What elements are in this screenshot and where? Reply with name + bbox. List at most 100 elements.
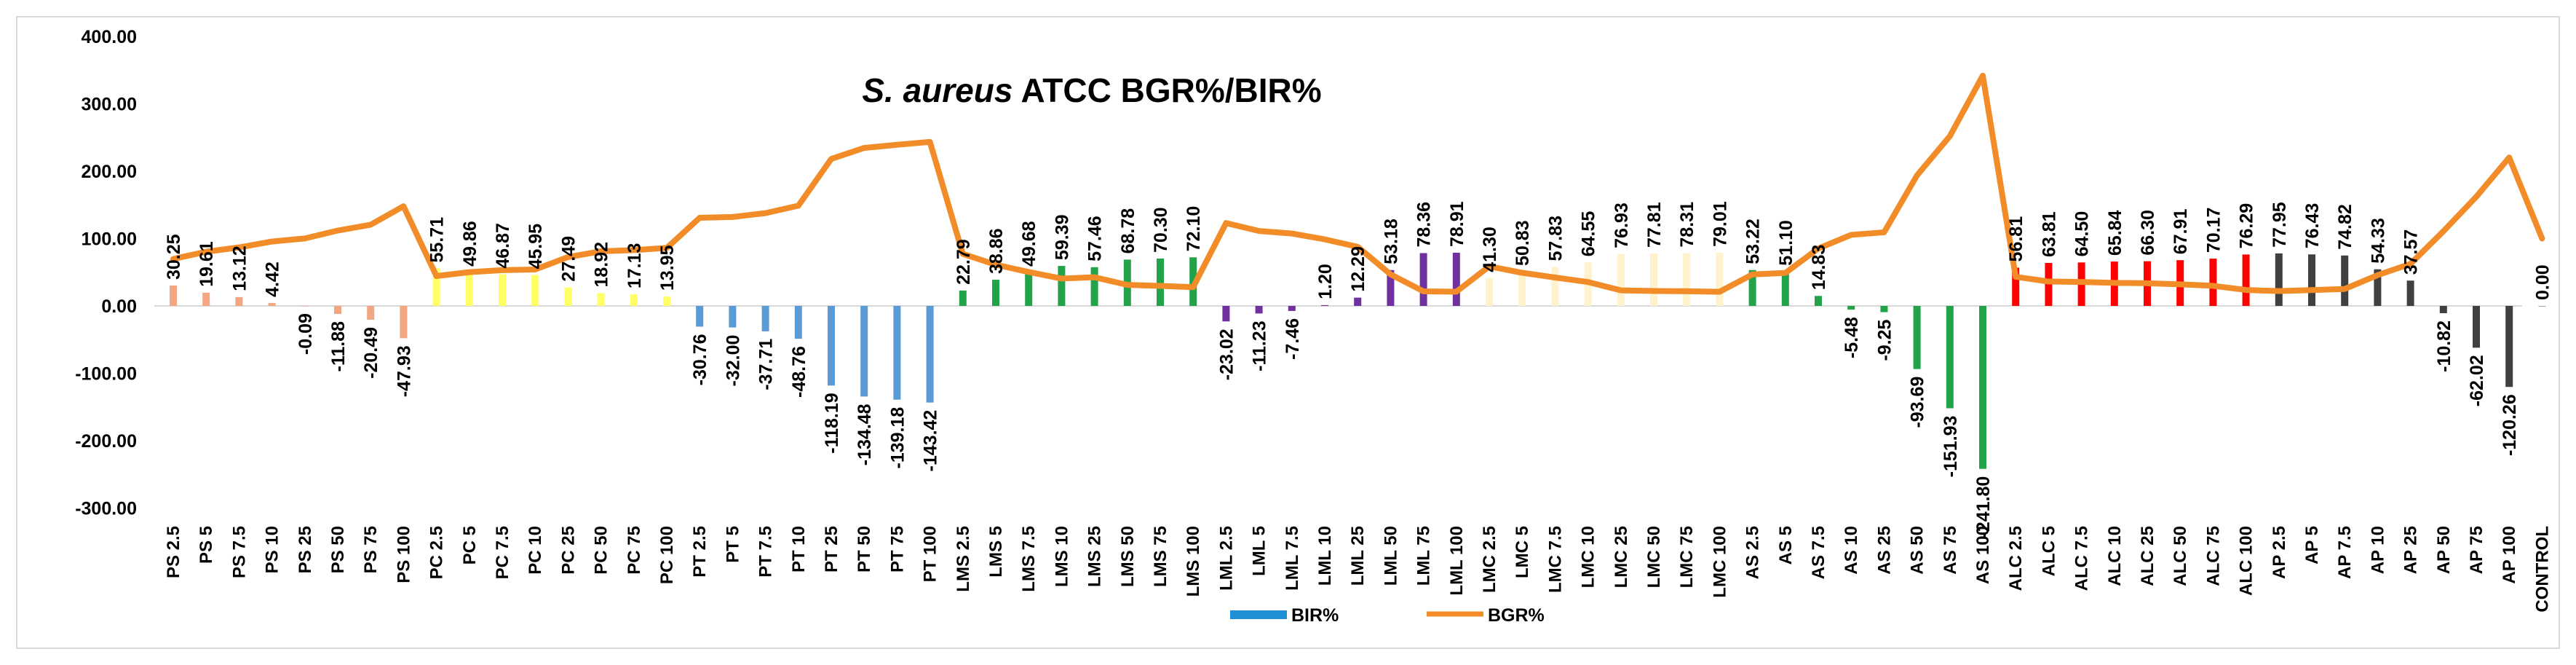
bar-data-label: -241.80 — [1973, 476, 1994, 538]
category-label: LMS 25 — [1085, 526, 1105, 587]
bir-bar — [2341, 255, 2349, 306]
category-label: PT 100 — [921, 526, 940, 582]
category-label: ALC 25 — [2138, 526, 2157, 586]
bar-data-label: 76.43 — [2302, 203, 2323, 249]
bar-data-label: 67.91 — [2171, 209, 2191, 255]
bir-bar — [1486, 278, 1493, 306]
bir-bar — [499, 274, 506, 306]
bar-data-label: 27.49 — [558, 236, 579, 282]
category-label: CONTROL — [2532, 526, 2552, 613]
bir-bar — [367, 306, 375, 320]
y-tick-label: 300.00 — [82, 95, 137, 115]
bar-data-label: 1.20 — [1315, 264, 1336, 299]
category-label: AP 25 — [2401, 526, 2421, 574]
category-label: AP 10 — [2368, 526, 2387, 574]
bar-data-label: 13.95 — [657, 245, 678, 291]
bar-data-label: -62.02 — [2467, 355, 2487, 406]
bar-data-label: 49.68 — [1019, 221, 1039, 267]
y-tick-label: 100.00 — [82, 229, 137, 250]
bir-bar — [729, 306, 737, 328]
category-label: PS 10 — [263, 526, 282, 573]
bir-bar — [1748, 269, 1756, 306]
bar-data-label: 56.81 — [2006, 216, 2026, 262]
category-label: LMC 75 — [1677, 526, 1697, 588]
category-label: ALC 5 — [2039, 526, 2058, 576]
category-label: LML 25 — [1348, 526, 1368, 586]
category-label: LMS 2.5 — [954, 526, 973, 592]
bar-data-label: 4.42 — [263, 261, 283, 297]
bar-data-label: 64.50 — [2072, 211, 2093, 257]
category-label: LMC 2.5 — [1480, 526, 1499, 593]
category-label: AP 5 — [2302, 526, 2322, 564]
bar-data-label: 76.29 — [2237, 203, 2257, 249]
bir-bar — [1255, 306, 1263, 314]
category-label: PT 75 — [887, 526, 907, 572]
category-label: LML 50 — [1381, 526, 1400, 586]
bgr-series-line — [170, 72, 2545, 295]
bir-bar — [696, 306, 704, 327]
category-label: PS 75 — [361, 526, 381, 573]
bar-data-label: 53.22 — [1743, 219, 1764, 264]
y-tick-label: -200.00 — [75, 431, 137, 452]
category-label: LMS 7.5 — [1019, 526, 1039, 592]
bir-bar — [1880, 306, 1888, 312]
category-label: PS 5 — [197, 526, 216, 564]
chart-title-rest: ATCC BGR%/BIR% — [1012, 71, 1321, 109]
category-label: PC 2.5 — [427, 526, 447, 579]
category-label: PC 25 — [558, 526, 578, 575]
y-tick-label: 200.00 — [82, 162, 137, 182]
category-label: ALC 75 — [2203, 526, 2223, 586]
category-label: LMS 75 — [1151, 526, 1170, 587]
category-label: ALC 50 — [2171, 526, 2190, 586]
category-label: AP 50 — [2434, 526, 2454, 574]
bir-bar — [1781, 271, 1789, 306]
bir-bar — [1979, 306, 1986, 469]
bir-bar — [432, 268, 440, 306]
bir-bar — [2473, 306, 2480, 348]
bir-bar — [1387, 269, 1395, 306]
bar-data-label: 78.36 — [1414, 202, 1435, 248]
category-label: PT 2.5 — [690, 526, 710, 578]
bar-data-label: 65.84 — [2105, 210, 2125, 256]
bar-data-label: -30.76 — [690, 334, 710, 385]
bir-bar — [597, 293, 605, 306]
category-label: PS 2.5 — [164, 526, 183, 578]
bar-data-label: 0.00 — [2532, 264, 2553, 300]
bar-data-label: 49.86 — [460, 221, 480, 267]
bir-bar — [2505, 306, 2513, 387]
bar-data-label: -10.82 — [2434, 320, 2454, 372]
bir-bar — [794, 306, 802, 339]
bir-bar — [235, 296, 243, 306]
category-label: PC 5 — [460, 526, 480, 564]
bir-bar — [1288, 306, 1296, 311]
bar-data-label: 66.30 — [2138, 210, 2158, 256]
bar-data-label: 57.83 — [1545, 216, 1566, 261]
y-tick-label: 400.00 — [82, 27, 137, 47]
category-label: ALC 100 — [2237, 526, 2256, 596]
bir-bar — [1716, 252, 1724, 306]
bar-data-label: 19.61 — [197, 241, 217, 287]
bar-data-label: -151.93 — [1941, 416, 1961, 478]
chart-title: S. aureus ATCC BGR%/BIR% — [862, 71, 1321, 109]
legend-swatch-bir — [1230, 610, 1287, 619]
bir-bar — [301, 306, 309, 307]
category-axis: PS 2.5 PS 5 PS 7.5 PS 10 PS 25 PS 50 PS 75 PS 1… — [164, 526, 2552, 613]
bar-data-label: 63.81 — [2039, 211, 2059, 257]
bar-data-label: -5.48 — [1842, 317, 1862, 358]
bar-data-label: -11.23 — [1250, 320, 1270, 371]
category-label: ALC 7.5 — [2072, 526, 2092, 591]
bar-data-label: 14.83 — [1809, 245, 1829, 291]
bir-bar — [1551, 267, 1559, 306]
bar-data-label: 55.71 — [427, 217, 448, 263]
bir-bar — [564, 287, 572, 306]
category-label: LML 100 — [1447, 526, 1467, 596]
bir-bar — [926, 306, 934, 403]
bar-data-label: -7.46 — [1283, 318, 1303, 360]
category-label: AS 10 — [1842, 526, 1861, 575]
category-label: PS 25 — [296, 526, 315, 573]
bar-data-label: 70.30 — [1151, 207, 1171, 253]
bir-bar — [1847, 306, 1855, 310]
bir-bar — [334, 306, 341, 314]
bir-bar — [1946, 306, 1954, 409]
